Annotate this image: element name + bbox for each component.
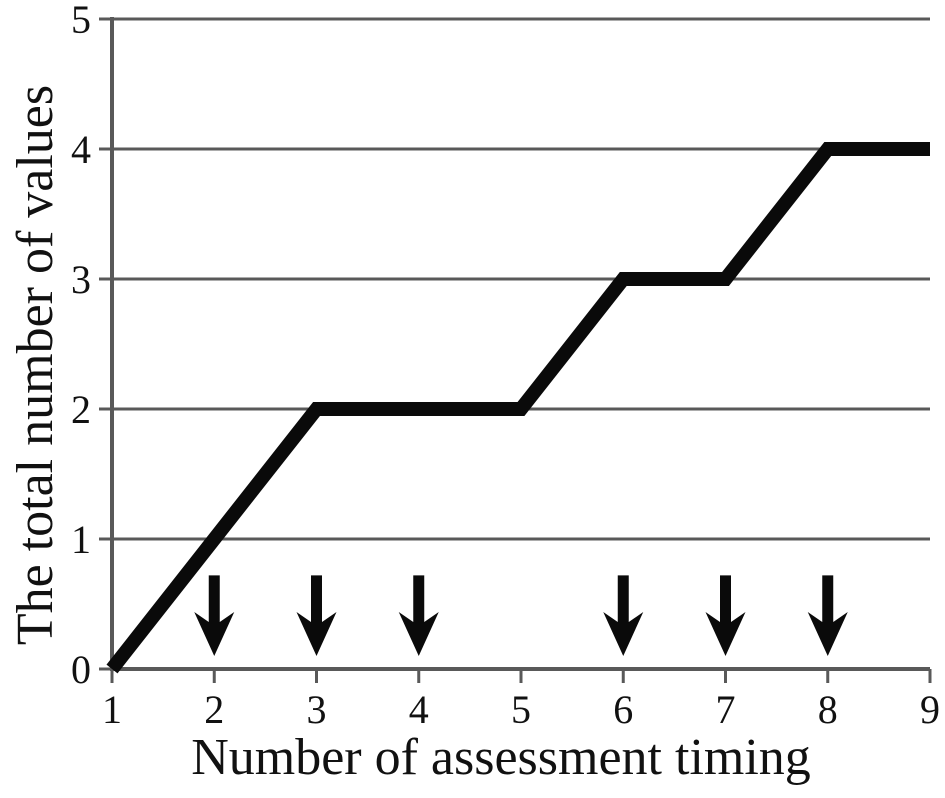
y-tick-label-5: 5 <box>71 0 91 42</box>
y-tick-label-0: 0 <box>71 647 91 692</box>
x-tick-label-2: 2 <box>204 687 224 732</box>
down-arrow-icon-x3 <box>296 575 337 656</box>
x-tick-label-8: 8 <box>818 687 838 732</box>
down-arrow-icon-x2 <box>194 575 235 656</box>
y-tick-label-2: 2 <box>71 387 91 432</box>
down-arrow-icon-x4 <box>398 575 439 656</box>
x-tick-label-9: 9 <box>920 687 940 732</box>
down-arrow-icon-x6 <box>603 575 644 656</box>
x-tick-label-5: 5 <box>511 687 531 732</box>
x-axis-title: Number of assessment timing <box>191 729 811 786</box>
y-tick-label-4: 4 <box>71 127 91 172</box>
x-tick-label-6: 6 <box>613 687 633 732</box>
y-tick-label-3: 3 <box>71 257 91 302</box>
x-tick-label-3: 3 <box>307 687 327 732</box>
down-arrow-icon-x8 <box>807 575 848 656</box>
x-tick-label-1: 1 <box>102 687 122 732</box>
y-axis-title: The total number of values <box>7 84 64 646</box>
x-tick-label-7: 7 <box>716 687 736 732</box>
x-tick-label-4: 4 <box>409 687 429 732</box>
y-tick-label-1: 1 <box>71 517 91 562</box>
series-line-0 <box>106 142 930 674</box>
down-arrow-icon-x7 <box>705 575 746 656</box>
